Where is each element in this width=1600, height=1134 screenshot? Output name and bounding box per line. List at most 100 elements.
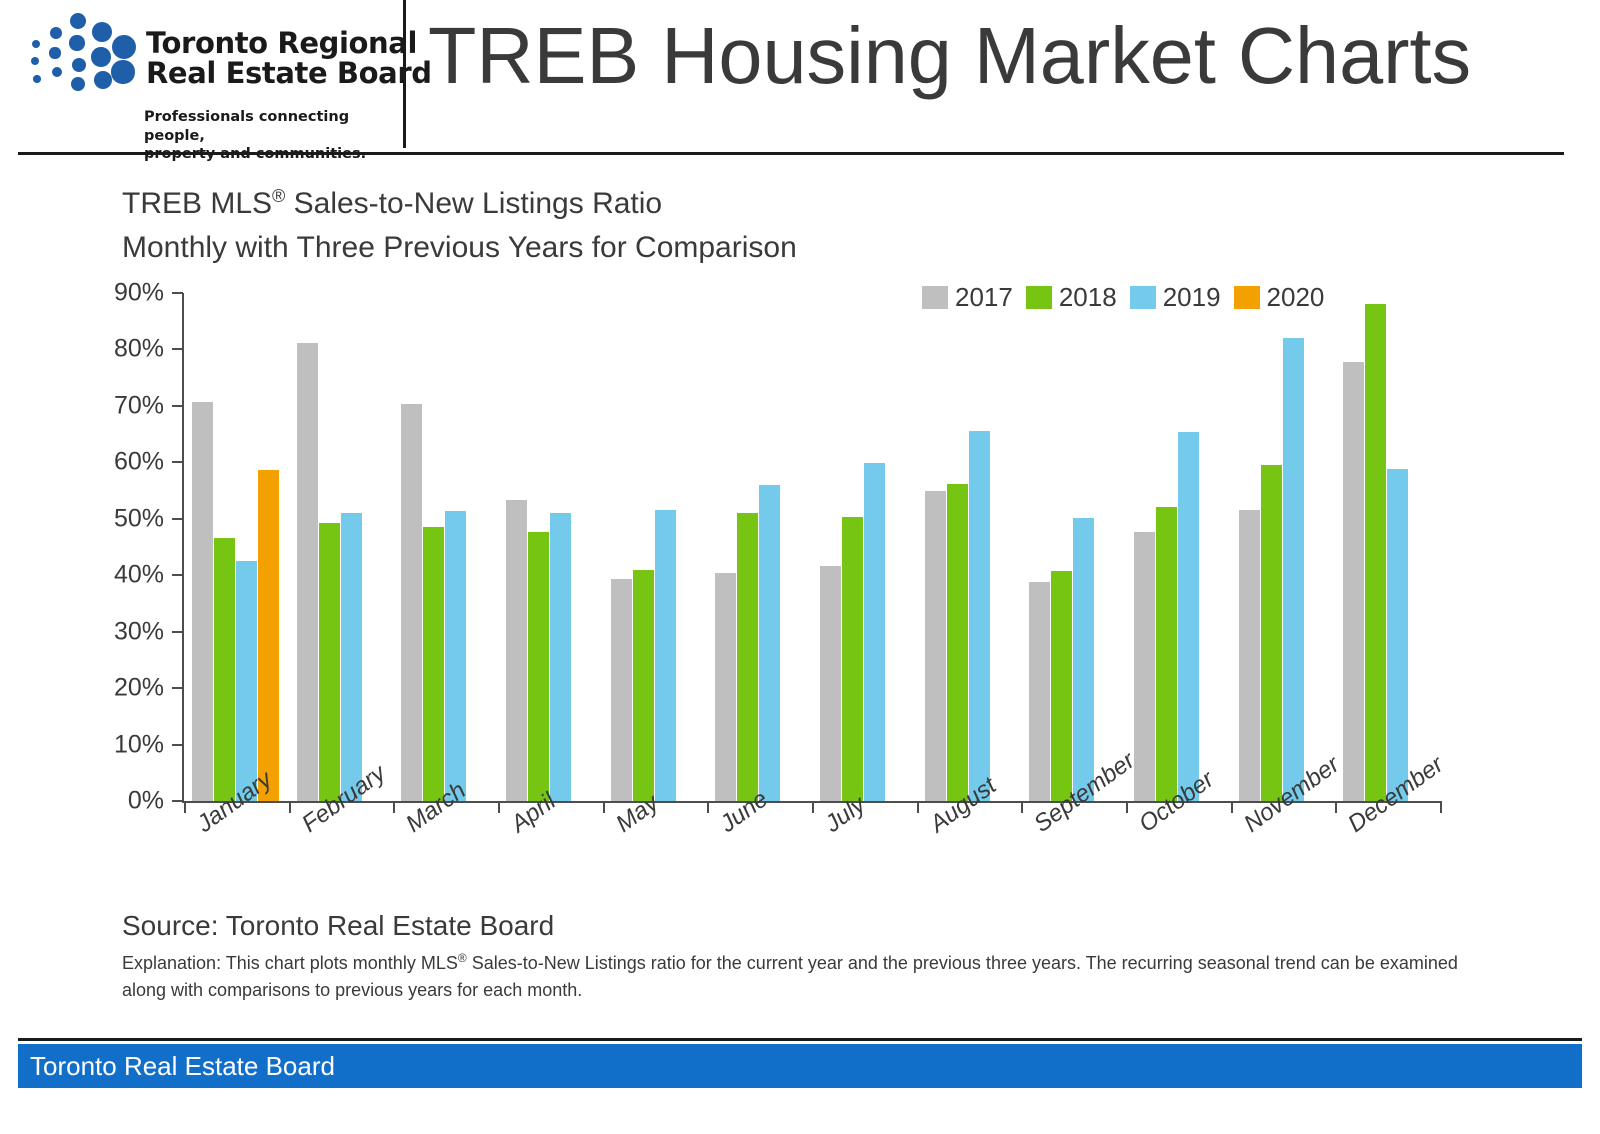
bar-october-2017[interactable] (1134, 532, 1155, 801)
bar-july-2018[interactable] (842, 516, 863, 801)
bar-august-2018[interactable] (946, 483, 968, 801)
bar-october-2019[interactable] (1178, 432, 1199, 801)
bar-december-2019[interactable] (1387, 469, 1409, 801)
y-tick-label-40: 40% (113, 560, 164, 589)
bar-february-2018[interactable] (318, 522, 340, 801)
bar-august-2019[interactable] (968, 431, 990, 801)
dot-fan-logo-icon (26, 10, 137, 106)
logo-dot-6 (70, 13, 86, 29)
bar-may-2019[interactable] (654, 510, 676, 801)
logo-wordmark-line-1: Toronto Regional (146, 25, 417, 60)
logo-wordmark-line-2: Real Estate Board (146, 56, 432, 90)
x-tick-mark-4 (602, 801, 605, 813)
bar-january-2020[interactable] (258, 469, 279, 801)
bar-group-march (401, 293, 467, 801)
bar-march-2018[interactable] (423, 526, 445, 801)
y-tick-mark-60 (172, 461, 183, 464)
bar-january-2019[interactable] (236, 561, 257, 801)
bar-may-2018[interactable] (632, 570, 654, 801)
bottom-horizontal-rule (18, 1038, 1582, 1041)
bar-april-2019[interactable] (550, 513, 571, 801)
logo-dot-0 (31, 39, 41, 49)
explanation-text: Explanation: This chart plots monthly ML… (122, 950, 1464, 1005)
explanation-pre: Explanation: This chart plots monthly ML… (122, 953, 458, 973)
y-tick-mark-80 (172, 348, 183, 351)
bar-september-2017[interactable] (1029, 582, 1051, 801)
bottom-banner: Toronto Real Estate Board (18, 1044, 1582, 1088)
y-tick-label-70: 70% (113, 391, 164, 420)
logo-dot-5 (51, 66, 63, 78)
bar-june-2017[interactable] (715, 572, 737, 801)
bar-december-2017[interactable] (1343, 361, 1365, 801)
logo-dot-1 (31, 57, 39, 65)
logo-dot-13 (111, 34, 137, 60)
x-tick-mark-3 (498, 801, 500, 813)
bar-march-2017[interactable] (401, 403, 423, 801)
legend-item-2019[interactable]: 2019 (1129, 284, 1221, 310)
bar-november-2019[interactable] (1282, 337, 1304, 801)
bar-march-2019[interactable] (445, 511, 467, 801)
x-tick-mark-8 (1021, 801, 1024, 813)
x-tick-mark-6 (812, 801, 814, 813)
y-tick-label-10: 10% (113, 730, 164, 759)
x-tick-mark-end (1440, 801, 1442, 813)
registered-mark-icon-2: ® (457, 951, 467, 965)
x-tick-mark-5 (707, 801, 710, 813)
bar-october-2018[interactable] (1156, 506, 1177, 801)
page-header: Toronto Regional Real Estate Board Profe… (18, 0, 1564, 162)
logo-dot-9 (71, 77, 85, 91)
y-tick-mark-40 (172, 574, 183, 577)
bar-february-2017[interactable] (296, 342, 318, 801)
y-tick-mark-20 (172, 687, 183, 690)
logo-dot-2 (33, 75, 41, 83)
bar-april-2017[interactable] (506, 500, 527, 801)
bar-group-august (924, 293, 990, 801)
y-tick-label-90: 90% (113, 278, 164, 307)
legend-label-2020: 2020 (1266, 282, 1325, 312)
bars-area (184, 293, 1440, 801)
x-tick-mark-9 (1126, 801, 1128, 813)
logo-dot-4 (49, 47, 61, 59)
bar-december-2018[interactable] (1365, 304, 1387, 801)
bar-august-2017[interactable] (924, 491, 946, 801)
legend-item-2020[interactable]: 2020 (1233, 282, 1325, 312)
x-tick-mark-1 (288, 801, 291, 813)
legend-swatch-2019 (1129, 285, 1156, 309)
logo-dot-11 (91, 47, 111, 67)
bar-january-2017[interactable] (192, 401, 213, 801)
logo-tagline: Professionals connecting people, propert… (144, 108, 403, 164)
legend-swatch-2020 (1233, 285, 1260, 309)
bar-september-2018[interactable] (1051, 571, 1073, 801)
bar-february-2019[interactable] (340, 513, 362, 801)
bar-july-2017[interactable] (820, 566, 841, 801)
y-tick-label-60: 60% (113, 447, 164, 476)
bar-may-2017[interactable] (610, 579, 632, 801)
legend-label-2018: 2018 (1058, 282, 1117, 312)
logo-dot-10 (91, 21, 113, 43)
logo-dot-7 (69, 35, 85, 51)
legend-item-2017[interactable]: 2017 (922, 284, 1013, 310)
bar-january-2018[interactable] (214, 537, 235, 801)
header-title-wrap: TREB Housing Market Charts (406, 0, 1564, 155)
bar-november-2017[interactable] (1238, 509, 1260, 801)
chart-title-line-2: Monthly with Three Previous Years for Co… (122, 230, 797, 264)
y-axis-line (182, 293, 184, 801)
explanation-post: Sales-to-New Listings ratio for the curr… (122, 953, 1458, 1001)
logo-dot-8 (71, 57, 87, 73)
x-tick-mark-11 (1335, 801, 1338, 813)
bar-april-2018[interactable] (528, 531, 549, 801)
y-tick-mark-30 (172, 630, 183, 633)
bar-group-october (1134, 293, 1199, 801)
bar-group-july (820, 293, 885, 801)
bar-september-2019[interactable] (1073, 517, 1095, 801)
logo-dot-3 (50, 27, 62, 39)
x-tick-mark-2 (393, 801, 396, 813)
bar-june-2018[interactable] (737, 512, 759, 801)
logo-dot-12 (93, 70, 113, 90)
page-title: TREB Housing Market Charts (428, 11, 1472, 100)
legend-item-2018[interactable]: 2018 (1025, 282, 1117, 312)
chart-title-line-1: TREB MLS® Sales-to-New Listings Ratio (122, 182, 797, 226)
bar-june-2019[interactable] (759, 485, 781, 801)
bar-july-2019[interactable] (864, 462, 885, 801)
bar-november-2018[interactable] (1260, 465, 1282, 801)
